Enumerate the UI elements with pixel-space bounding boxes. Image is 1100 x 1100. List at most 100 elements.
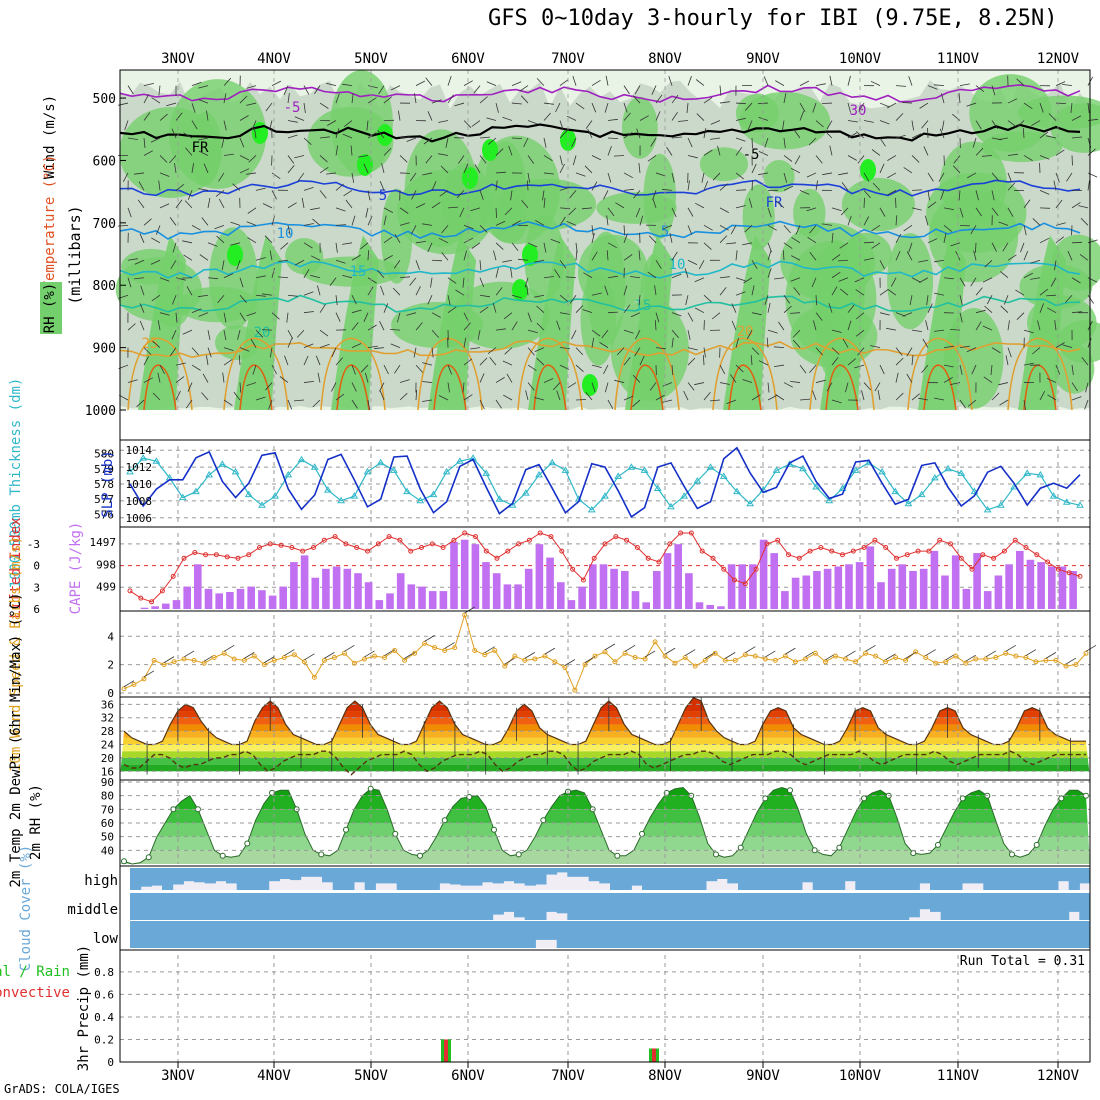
upper-wind-barb [1037,320,1041,331]
upper-wind-barb [186,286,193,296]
upper-wind-barb [239,294,247,303]
lifted-index-point [948,541,953,547]
wind-barb [284,649,295,656]
wind-speed-point [572,687,578,693]
upper-wind-barb [287,399,293,410]
wind-speed-point [672,660,678,666]
wind-speed-point [983,656,989,662]
cape-tick-label: 998 [96,558,116,571]
upper-wind-barb [635,329,641,340]
upper-wind-barb [812,390,817,401]
upper-wind-barb [1003,295,1009,305]
cloud-cell-middle [279,893,291,920]
upper-wind-barb [927,172,934,182]
upper-wind-barb [758,360,769,366]
thickness-point [667,502,675,510]
upper-wind-barb [536,322,545,331]
wind-barb [985,650,996,658]
upper-wind-barb [303,137,312,145]
upper-wind-barb [187,382,193,392]
upper-wind-barb [1031,120,1041,126]
cape-bar [482,562,490,609]
upper-wind-barb [623,254,633,261]
upper-wind-barb [351,322,359,331]
day-label-top: 5NOV [354,51,388,67]
upper-wind-barb [198,137,209,141]
temp-band [120,737,1090,745]
cloud-cell-low [418,921,430,948]
upper-wind-barb [991,347,1001,354]
cloud-cell-low [770,921,782,948]
wind-barb [544,647,556,655]
lifted-index-point [699,548,705,554]
upper-wind-barb [731,303,737,313]
cloud-cell-low [1068,921,1080,948]
rh-green-plume [723,235,771,410]
upper-wind-barb [934,292,945,296]
upper-wind-barb [495,171,507,174]
upper-wind-barb [879,260,885,270]
upper-wind-barb [1015,289,1025,296]
upper-wind-barb [783,137,786,148]
isotherm-25-hump [1007,337,1073,411]
upper-wind-barb [543,137,547,148]
upper-wind-barb [431,201,441,209]
cloud-cell-high [578,868,590,877]
lifted-index-point [397,537,403,543]
cape-bar [781,591,789,609]
upper-wind-barb [319,155,328,163]
upper-wind-barb [134,259,145,265]
upper-wind-barb [287,329,294,340]
upper-wind-barb [207,242,218,247]
cloud-cell-low [684,921,696,948]
upper-wind-barb [837,259,849,262]
upper-wind-barb [758,151,769,156]
upper-wind-barb [431,312,441,318]
lifted-index-point [710,555,716,561]
lifted-index-point [505,548,511,554]
thickness-point [126,467,134,475]
upper-wind-barb [269,250,273,261]
upper-wind-barb [998,221,1009,226]
upper-wind-barb [535,220,545,226]
cloud-cell-high [898,868,910,890]
upper-wind-barb [807,236,817,244]
isotherm-25-hump [320,337,386,411]
cloud-cell-middle [748,893,760,920]
cloud-cell-low [439,921,451,948]
upper-wind-barb [623,285,628,296]
upper-wind-barb [457,155,465,164]
upper-wind-barb [933,84,945,86]
thickness-point [244,490,253,498]
cloud-cell-middle [343,893,355,920]
slp-tick-label: 1010 [126,478,153,491]
day-label-top: 6NOV [451,51,485,67]
cloud-cell-middle [876,893,888,920]
upper-wind-barb [793,339,801,348]
upper-wind-barb [479,136,491,139]
upper-wind-barb [536,357,545,366]
upper-wind-barb [504,207,513,216]
upper-wind-barb [687,225,693,235]
cloud-cell-low [823,921,835,948]
upper-wind-barb [527,242,538,248]
cape-bar [396,573,405,609]
cloud-cell-low [236,921,248,948]
upper-wind-barb [1016,312,1025,320]
upper-wind-barb [447,382,450,393]
upper-wind-barb [879,207,886,217]
rh-green-cell [969,74,1052,152]
upper-wind-barb [543,197,546,208]
cloud-cell-high [695,868,707,890]
upper-wind-barb [735,337,739,348]
cloud-cell-high [1036,868,1048,890]
upper-wind-barb [422,399,433,402]
upper-wind-barb [809,225,817,234]
upper-wind-barb [351,364,356,375]
upper-wind-barb [671,251,678,261]
upper-wind-barb [447,94,454,104]
upper-wind-barb [744,225,753,233]
upper-wind-barb [939,128,945,139]
wind-speed-point [662,653,668,659]
